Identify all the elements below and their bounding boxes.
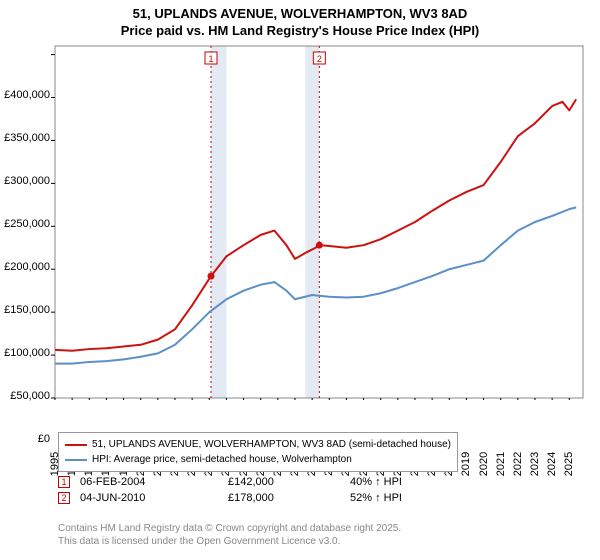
marker-cell-date: 04-JUN-2010 <box>80 492 228 504</box>
y-tick-label: £200,000 <box>0 261 50 273</box>
legend-label-1: 51, UPLANDS AVENUE, WOLVERHAMPTON, WV3 8… <box>92 437 451 452</box>
footer-line-2: This data is licensed under the Open Gov… <box>58 535 401 548</box>
y-tick-label: £150,000 <box>0 304 50 316</box>
marker-row: 1 06-FEB-2004£142,00040% ↑ HPI <box>58 476 470 488</box>
x-tick-label: 2020 <box>478 449 490 479</box>
x-tick-label: 2021 <box>495 449 507 479</box>
legend-label-2: HPI: Average price, semi-detached house,… <box>92 452 352 467</box>
legend-row-series-2: HPI: Average price, semi-detached house,… <box>65 452 451 467</box>
svg-text:1: 1 <box>208 54 213 64</box>
y-tick-label: £0 <box>0 433 50 445</box>
marker-row: 2 04-JUN-2010£178,00052% ↑ HPI <box>58 492 470 504</box>
y-tick-label: £400,000 <box>0 89 50 101</box>
legend-swatch-2 <box>65 459 87 461</box>
y-tick-label: £50,000 <box>0 390 50 402</box>
x-tick-label: 2022 <box>512 449 524 479</box>
chart-plot: 12 <box>0 0 600 400</box>
footer: Contains HM Land Registry data © Crown c… <box>58 522 401 548</box>
marker-number-box: 1 <box>58 476 70 488</box>
legend-swatch-1 <box>65 444 87 446</box>
legend-row-series-1: 51, UPLANDS AVENUE, WOLVERHAMPTON, WV3 8… <box>65 437 451 452</box>
svg-text:2: 2 <box>317 54 322 64</box>
marker-cell-price: £178,000 <box>228 492 350 504</box>
y-tick-label: £300,000 <box>0 175 50 187</box>
marker-table: 1 06-FEB-2004£142,00040% ↑ HPI 2 04-JUN-201… <box>58 476 470 508</box>
x-tick-label: 2023 <box>529 449 541 479</box>
marker-cell-date: 06-FEB-2004 <box>80 476 228 488</box>
legend: 51, UPLANDS AVENUE, WOLVERHAMPTON, WV3 8… <box>58 432 458 472</box>
footer-line-1: Contains HM Land Registry data © Crown c… <box>58 522 401 535</box>
y-tick-label: £100,000 <box>0 347 50 359</box>
x-tick-label: 2019 <box>460 449 472 479</box>
x-tick-label: 2025 <box>563 449 575 479</box>
y-tick-label: £350,000 <box>0 132 50 144</box>
marker-cell-delta: 40% ↑ HPI <box>350 476 470 488</box>
marker-cell-price: £142,000 <box>228 476 350 488</box>
chart-wrapper: 51, UPLANDS AVENUE, WOLVERHAMPTON, WV3 8… <box>0 0 600 560</box>
marker-number-box: 2 <box>58 492 70 504</box>
y-tick-label: £250,000 <box>0 218 50 230</box>
marker-cell-delta: 52% ↑ HPI <box>350 492 470 504</box>
x-tick-label: 2024 <box>546 449 558 479</box>
